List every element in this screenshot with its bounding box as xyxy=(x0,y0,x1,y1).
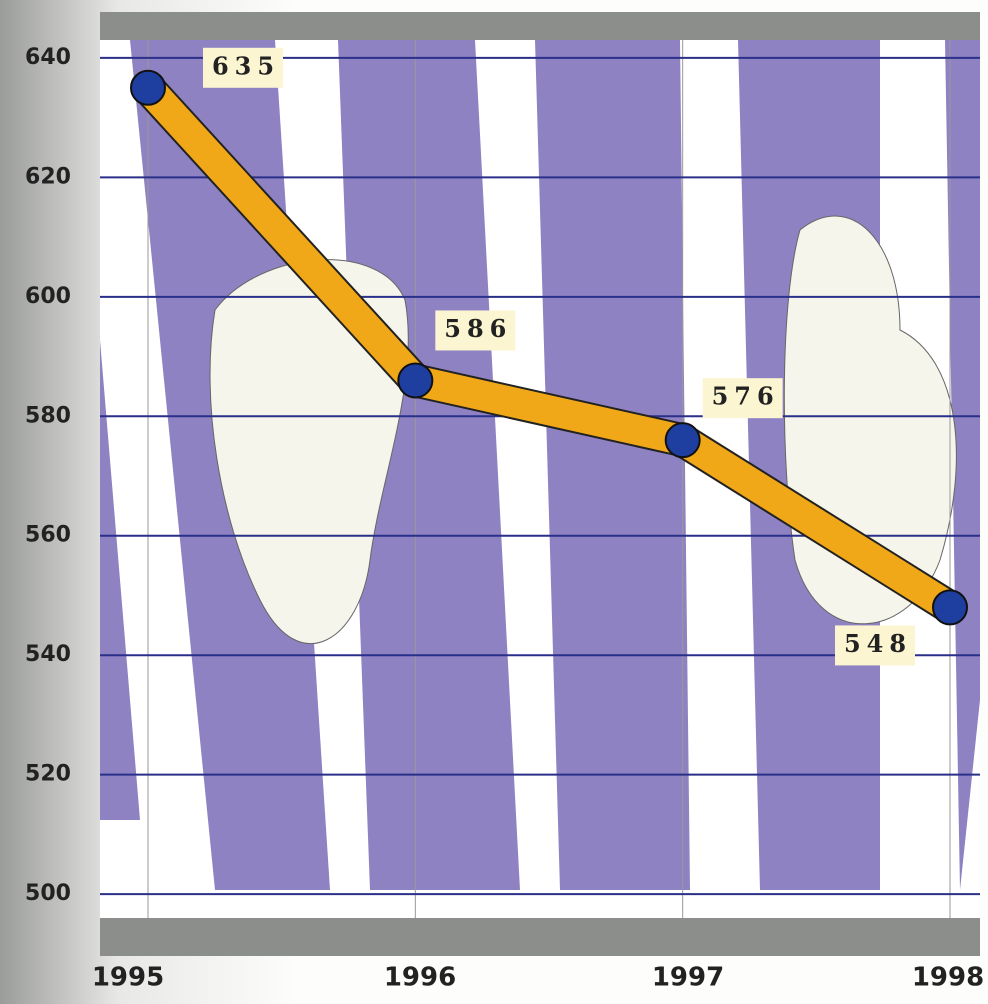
marker xyxy=(932,589,968,626)
x-tick-label: 1996 xyxy=(384,963,456,993)
x-tick-label: 1995 xyxy=(92,963,164,993)
value-label-box xyxy=(835,625,915,666)
value-label: 576 xyxy=(712,382,780,411)
y-tick-label: 580 xyxy=(25,403,71,428)
value-label: 586 xyxy=(444,314,512,343)
x-tick-label: 1998 xyxy=(912,963,984,993)
y-tick-label: 520 xyxy=(25,762,71,787)
y-tick-label: 540 xyxy=(25,642,71,667)
y-tick-label: 640 xyxy=(25,45,71,70)
y-tick-label: 500 xyxy=(25,881,71,906)
marker xyxy=(397,362,434,399)
value-label-box xyxy=(203,47,283,88)
plot-decoration xyxy=(100,12,980,956)
value-label: 548 xyxy=(844,629,912,658)
marker xyxy=(664,422,701,459)
x-tick-label: 1997 xyxy=(652,963,724,993)
line xyxy=(136,77,958,621)
y-tick-label: 620 xyxy=(25,164,71,189)
marker xyxy=(130,69,166,106)
value-label-box xyxy=(435,310,516,351)
y-tick-label: 600 xyxy=(25,284,71,309)
value-label-box xyxy=(702,378,783,419)
y-tick-label: 560 xyxy=(25,523,71,548)
value-label: 635 xyxy=(212,51,280,80)
